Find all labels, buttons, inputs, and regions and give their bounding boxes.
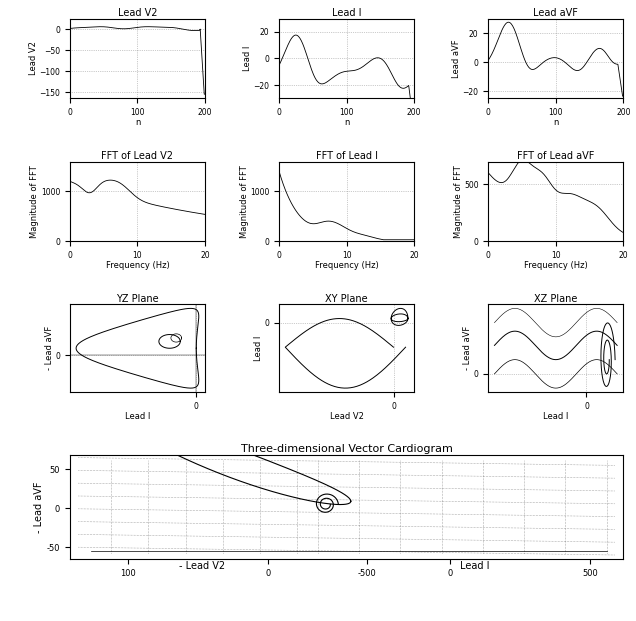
Y-axis label: Lead I: Lead I bbox=[243, 46, 252, 71]
X-axis label: Frequency (Hz): Frequency (Hz) bbox=[315, 261, 378, 270]
Y-axis label: Lead aVF: Lead aVF bbox=[452, 39, 461, 78]
Y-axis label: Magnitude of FFT: Magnitude of FFT bbox=[240, 165, 249, 238]
Y-axis label: Magnitude of FFT: Magnitude of FFT bbox=[453, 165, 462, 238]
X-axis label: n: n bbox=[344, 119, 349, 127]
Y-axis label: - Lead aVF: - Lead aVF bbox=[45, 326, 54, 370]
X-axis label: n: n bbox=[135, 119, 140, 127]
Y-axis label: - Lead aVF: - Lead aVF bbox=[34, 481, 44, 533]
X-axis label: Frequency (Hz): Frequency (Hz) bbox=[524, 261, 588, 270]
Y-axis label: Lead I: Lead I bbox=[254, 335, 263, 361]
Title: Lead aVF: Lead aVF bbox=[534, 8, 578, 18]
Text: - Lead V2: - Lead V2 bbox=[179, 561, 225, 571]
Title: XY Plane: XY Plane bbox=[325, 294, 368, 304]
Title: FFT of Lead aVF: FFT of Lead aVF bbox=[517, 151, 595, 161]
Title: Lead V2: Lead V2 bbox=[118, 8, 157, 18]
Y-axis label: - Lead aVF: - Lead aVF bbox=[464, 326, 473, 370]
Title: YZ Plane: YZ Plane bbox=[116, 294, 159, 304]
Y-axis label: Lead V2: Lead V2 bbox=[29, 42, 38, 75]
Title: XZ Plane: XZ Plane bbox=[534, 294, 577, 304]
Y-axis label: Magnitude of FFT: Magnitude of FFT bbox=[31, 165, 39, 238]
Title: FFT of Lead I: FFT of Lead I bbox=[315, 151, 378, 161]
X-axis label: n: n bbox=[553, 119, 558, 127]
Text: Lead I: Lead I bbox=[460, 561, 489, 571]
X-axis label: Frequency (Hz): Frequency (Hz) bbox=[106, 261, 169, 270]
Title: Three-dimensional Vector Cardiogram: Three-dimensional Vector Cardiogram bbox=[240, 445, 453, 455]
Title: FFT of Lead V2: FFT of Lead V2 bbox=[101, 151, 174, 161]
X-axis label: Lead V2: Lead V2 bbox=[329, 412, 364, 421]
X-axis label: Lead I: Lead I bbox=[543, 412, 569, 421]
X-axis label: Lead I: Lead I bbox=[125, 412, 150, 421]
Title: Lead I: Lead I bbox=[332, 8, 361, 18]
